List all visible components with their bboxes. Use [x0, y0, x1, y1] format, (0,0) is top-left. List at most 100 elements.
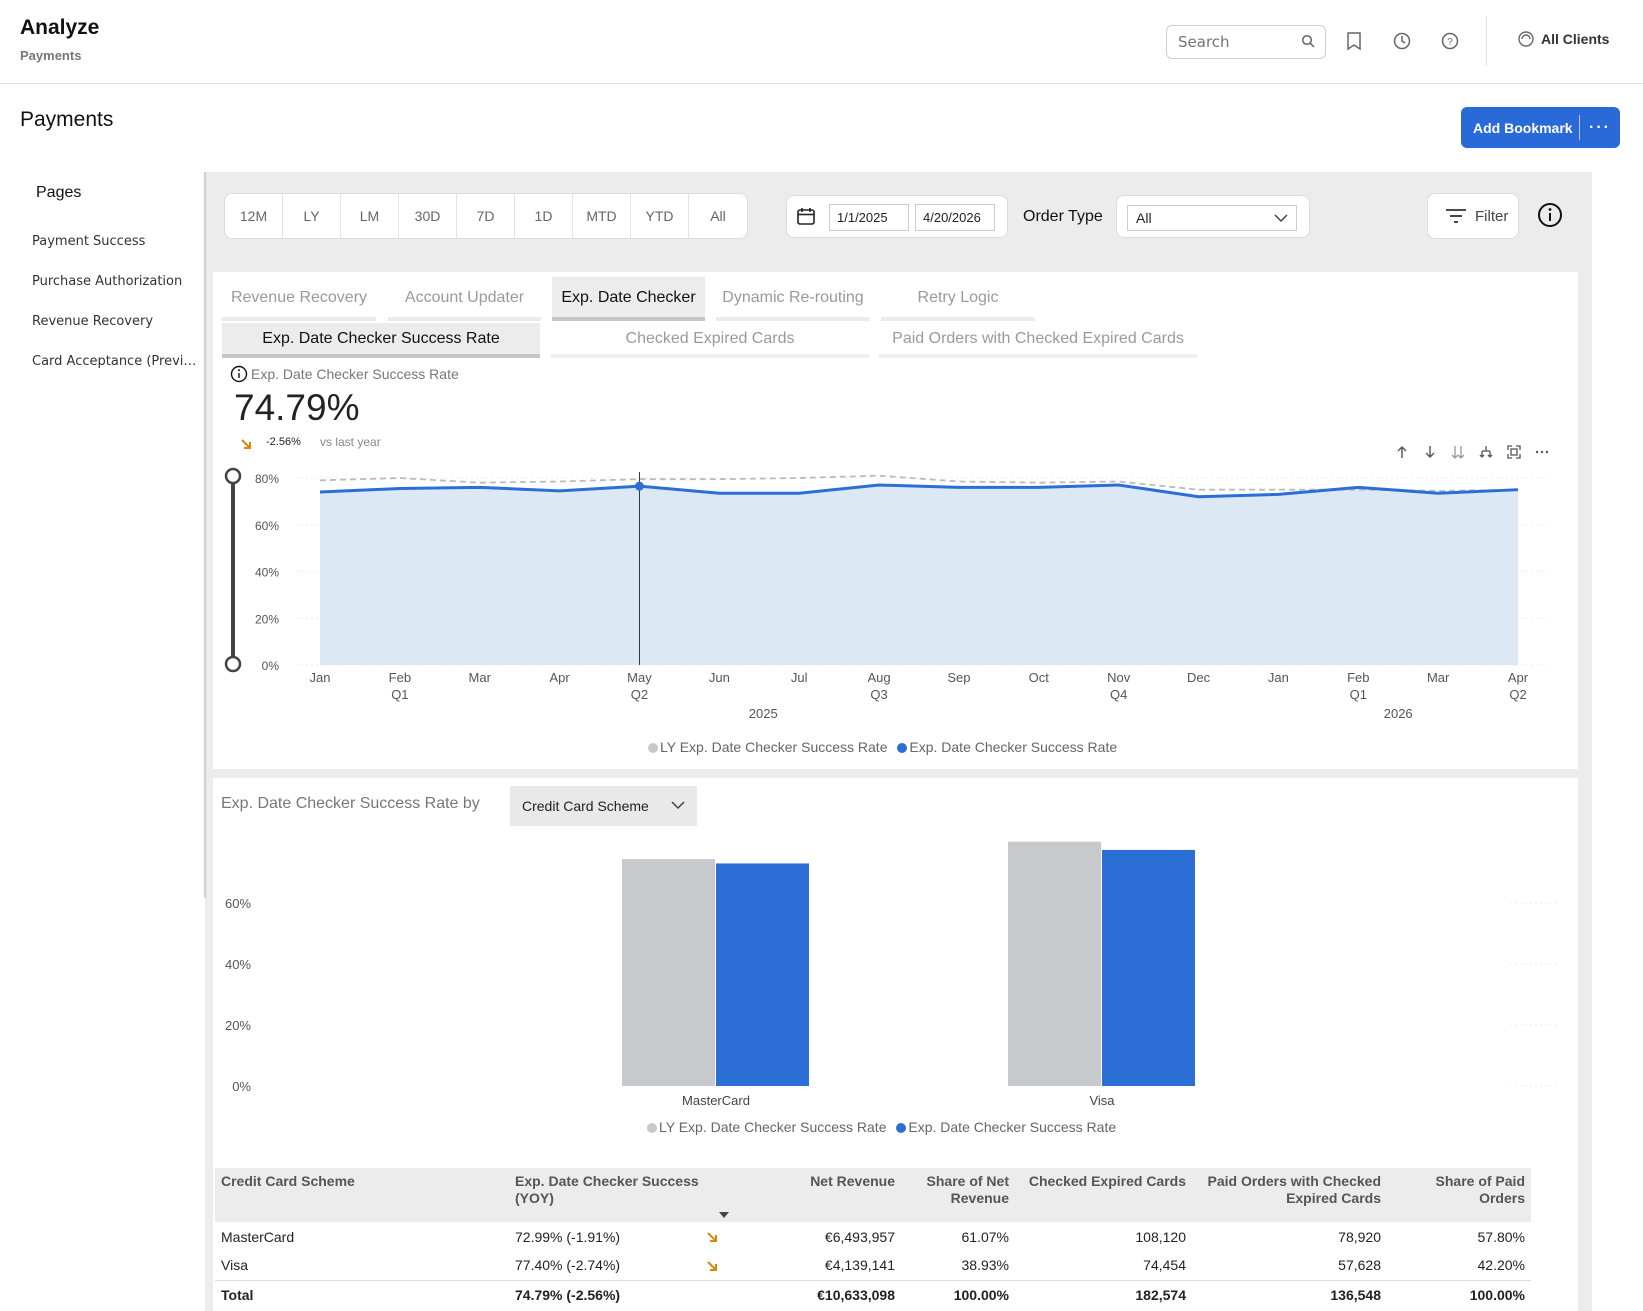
sort-desc-icon[interactable]: [719, 1212, 729, 1218]
col-header-checked-expired[interactable]: Checked Expired Cards: [1015, 1168, 1192, 1222]
top-bar: Analyze Payments ? All Clients: [0, 0, 1643, 84]
range-30d-button[interactable]: 30D: [399, 194, 457, 238]
zoom-slider-bottom-handle[interactable]: [224, 655, 242, 673]
kpi-comparison: vs last year: [320, 435, 381, 449]
kpi-info-icon[interactable]: [230, 365, 248, 388]
subtab-success-rate[interactable]: Exp. Date Checker Success Rate: [222, 323, 540, 358]
total-share-paid: 100.00%: [1387, 1279, 1531, 1309]
sidebar-item-revenue-recovery[interactable]: Revenue Recovery: [32, 314, 154, 329]
chevron-down-icon: [1274, 214, 1288, 223]
col-header-success[interactable]: Exp. Date Checker Success (YOY): [509, 1168, 735, 1222]
legend-label-ly: LY Exp. Date Checker Success Rate: [659, 1119, 887, 1135]
subtab-paid-orders[interactable]: Paid Orders with Checked Expired Cards: [879, 323, 1197, 358]
tab-retry-logic[interactable]: Retry Logic: [881, 277, 1035, 321]
more-options-icon[interactable]: [1534, 444, 1550, 460]
range-mtd-button[interactable]: MTD: [573, 194, 631, 238]
search-icon[interactable]: [1301, 34, 1315, 53]
zoom-slider-top-handle[interactable]: [224, 467, 242, 485]
range-12m-button[interactable]: 12M: [225, 194, 283, 238]
pages-sidebar: Pages Payment Success Purchase Authoriza…: [20, 172, 205, 1311]
cell-paid: 57,628: [1338, 1257, 1381, 1274]
expand-all-icon[interactable]: [1450, 444, 1466, 460]
filter-label: Filter: [1475, 207, 1509, 225]
cell-share-revenue: 61.07%: [961, 1228, 1009, 1245]
tab-account-updater[interactable]: Account Updater: [388, 277, 541, 321]
tab-revenue-recovery[interactable]: Revenue Recovery: [222, 277, 376, 321]
add-bookmark-label[interactable]: Add Bookmark: [1473, 119, 1573, 136]
client-selector[interactable]: All Clients: [1517, 30, 1609, 48]
sidebar-item-payment-success[interactable]: Payment Success: [32, 234, 146, 249]
drill-up-icon[interactable]: [1394, 444, 1410, 460]
table-row[interactable]: Visa 77.40% (-2.74%) €4,139,141 38.93% 7…: [215, 1251, 1531, 1280]
drill-down-icon[interactable]: [1422, 444, 1438, 460]
end-date-input[interactable]: 4/20/2026: [915, 204, 995, 231]
cell-share-paid: 57.80%: [1477, 1228, 1525, 1245]
cell-success: 77.40% (-2.74%): [509, 1251, 735, 1280]
range-7d-button[interactable]: 7D: [457, 194, 515, 238]
range-1d-button[interactable]: 1D: [515, 194, 573, 238]
sidebar-item-card-acceptance[interactable]: Card Acceptance (Preview): [32, 354, 197, 369]
cell-success-text: 77.40% (-2.74%): [515, 1257, 621, 1274]
info-icon[interactable]: [1537, 202, 1563, 233]
tab-exp-date-checker[interactable]: Exp. Date Checker: [552, 277, 705, 321]
chevron-down-icon: [671, 801, 685, 810]
history-icon[interactable]: [1392, 31, 1412, 56]
bookmark-icon[interactable]: [1346, 31, 1362, 56]
more-options-button[interactable]: ···: [1589, 118, 1611, 136]
focus-mode-icon[interactable]: [1506, 444, 1522, 460]
col-header-share-net-revenue[interactable]: Share of Net Revenue: [901, 1168, 1015, 1222]
range-ly-button[interactable]: LY: [283, 194, 341, 238]
add-bookmark-button[interactable]: Add Bookmark ···: [1461, 107, 1620, 148]
app-title: Analyze: [20, 16, 100, 39]
dimension-dropdown[interactable]: Credit Card Scheme: [510, 786, 697, 826]
cell-revenue: €6,493,957: [824, 1228, 895, 1245]
calendar-icon[interactable]: [796, 206, 816, 231]
subtab-checked-expired-cards[interactable]: Checked Expired Cards: [551, 323, 869, 358]
pages-heading: Pages: [36, 184, 82, 201]
help-icon[interactable]: ?: [1440, 31, 1460, 56]
legend-dot-current: [896, 1123, 907, 1133]
order-type-select[interactable]: All: [1127, 205, 1297, 231]
cell-share-paid: 42.20%: [1477, 1257, 1525, 1274]
search-input[interactable]: [1166, 25, 1326, 59]
kpi-label: Exp. Date Checker Success Rate: [251, 366, 459, 382]
range-lm-button[interactable]: LM: [341, 194, 399, 238]
date-range-picker: 1/1/2025 4/20/2026: [786, 195, 1008, 238]
clients-label: All Clients: [1541, 31, 1610, 47]
cell-scheme: MasterCard: [221, 1228, 295, 1245]
col-header-scheme[interactable]: Credit Card Scheme: [215, 1168, 509, 1222]
sidebar-item-purchase-authorization[interactable]: Purchase Authorization: [32, 274, 183, 289]
cell-revenue: €4,139,141: [824, 1257, 895, 1274]
table-total-row: Total 74.79% (-2.56%) €10,633,098 100.00…: [215, 1279, 1531, 1309]
filter-button[interactable]: Filter: [1427, 193, 1519, 239]
order-type-value: All: [1136, 210, 1152, 226]
expand-hierarchy-icon[interactable]: [1478, 444, 1494, 460]
cell-success-text: 72.99% (-1.91%): [515, 1228, 621, 1245]
svg-text:?: ?: [1447, 37, 1453, 48]
start-date-input[interactable]: 1/1/2025: [829, 204, 909, 231]
cell-checked: 74,454: [1143, 1257, 1186, 1274]
clients-icon: [1518, 31, 1534, 47]
sidebar-scrollbar[interactable]: [204, 172, 206, 898]
legend-label-current: Exp. Date Checker Success Rate: [909, 739, 1118, 755]
trend-legend: LY Exp. Date Checker Success Rate Exp. D…: [648, 739, 1117, 755]
range-ytd-button[interactable]: YTD: [631, 194, 689, 238]
tab-dynamic-rerouting[interactable]: Dynamic Re-routing: [716, 277, 870, 321]
cell-scheme: Visa: [221, 1257, 248, 1274]
chart-toolbar: [1394, 444, 1550, 460]
zoom-slider[interactable]: [222, 466, 244, 674]
toolbar-divider: [1486, 16, 1487, 66]
total-paid: 136,548: [1192, 1279, 1387, 1309]
col-header-share-paid[interactable]: Share of Paid Orders: [1387, 1168, 1531, 1222]
col-header-paid-orders[interactable]: Paid Orders with Checked Expired Cards: [1192, 1168, 1387, 1222]
cell-success: 72.99% (-1.91%): [509, 1222, 735, 1251]
dimension-value: Credit Card Scheme: [522, 798, 649, 814]
order-type-filter: All: [1116, 195, 1310, 238]
cell-share-revenue: 38.93%: [961, 1257, 1009, 1274]
col-header-net-revenue[interactable]: Net Revenue: [735, 1168, 901, 1222]
total-success: 74.79% (-2.56%): [509, 1279, 735, 1309]
order-type-label: Order Type: [1023, 208, 1103, 225]
trend-down-icon: [707, 1232, 717, 1242]
table-row[interactable]: MasterCard 72.99% (-1.91%) €6,493,957 61…: [215, 1222, 1531, 1251]
range-all-button[interactable]: All: [710, 208, 726, 224]
